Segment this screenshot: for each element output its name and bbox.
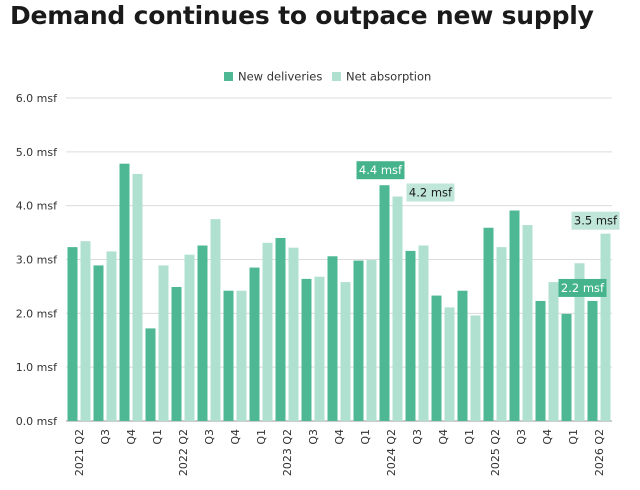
y-tick-label: 2.0 msf [16,307,58,320]
bar-new-deliveries [171,286,182,421]
bar-net-absorption [132,173,143,421]
x-tick-label: 2024 Q2 [385,429,398,476]
bar-net-absorption [470,315,481,421]
bar-net-absorption [574,263,585,421]
annotation-box [558,278,607,297]
legend-label: Net absorption [346,70,431,84]
y-tick-label: 4.0 msf [16,200,58,213]
x-tick-label: 2022 Q2 [177,429,190,476]
bar-net-absorption [496,247,507,421]
x-tick-label: Q4 [437,429,450,445]
bar-new-deliveries [587,300,598,421]
legend-label: New deliveries [238,70,322,84]
annotation-label: 4.4 msf [359,163,403,177]
bar-net-absorption [210,219,221,421]
x-tick-label: 2025 Q2 [489,429,502,476]
x-tick-label: Q1 [463,429,476,445]
x-tick-label: 2021 Q2 [73,429,86,476]
legend-swatch [332,72,341,81]
x-tick-label: Q1 [359,429,372,445]
bar-net-absorption [548,282,559,421]
annotation-box [356,161,405,180]
bar-new-deliveries [509,210,520,421]
y-tick-label: 6.0 msf [16,92,58,105]
bar-new-deliveries [561,313,572,421]
bar-new-deliveries [405,250,416,421]
bar-net-absorption [340,282,351,421]
x-tick-label: Q4 [125,429,138,445]
bar-new-deliveries [119,163,130,421]
x-tick-label: Q1 [255,429,268,445]
x-tick-label: Q1 [151,429,164,445]
bar-net-absorption [366,260,377,421]
bar-new-deliveries [379,185,390,421]
bar-new-deliveries [431,295,442,421]
bar-new-deliveries [67,247,78,421]
x-tick-label: Q4 [541,429,554,445]
x-tick-label: Q3 [307,429,320,445]
bar-net-absorption [522,225,533,421]
bar-net-absorption [314,276,325,421]
bar-new-deliveries [275,237,286,421]
bar-new-deliveries [483,227,494,421]
bar-net-absorption [288,247,299,421]
y-tick-label: 1.0 msf [16,361,58,374]
annotation-label: 2.2 msf [561,281,605,295]
bar-net-absorption [418,245,429,421]
y-tick-label: 0.0 msf [16,415,58,428]
y-tick-label: 5.0 msf [16,146,58,159]
x-tick-label: Q4 [229,429,242,445]
bar-net-absorption [262,242,273,421]
bar-new-deliveries [327,256,338,421]
y-tick-label: 3.0 msf [16,254,58,267]
x-tick-label: Q3 [411,429,424,445]
x-tick-label: Q1 [567,429,580,445]
bar-new-deliveries [457,290,468,421]
bar-net-absorption [392,196,403,421]
legend-swatch [224,72,233,81]
x-tick-label: Q3 [203,429,216,445]
bar-net-absorption [106,251,117,421]
annotation-label: 4.2 msf [409,186,453,200]
bar-net-absorption [236,290,247,421]
x-tick-label: Q4 [333,429,346,445]
chart-title: Demand continues to outpace new supply [10,1,594,30]
bar-net-absorption [600,233,611,421]
bar-net-absorption [184,254,195,421]
annotation-label: 3.5 msf [574,214,618,228]
x-tick-label: 2026 Q2 [593,429,606,476]
bar-new-deliveries [535,300,546,421]
x-tick-label: Q3 [515,429,528,445]
bar-new-deliveries [93,265,104,421]
bar-new-deliveries [223,290,234,421]
bar-new-deliveries [353,260,364,421]
bar-new-deliveries [145,328,156,421]
bar-net-absorption [158,265,169,421]
bar-new-deliveries [197,245,208,421]
bar-new-deliveries [249,267,260,421]
x-tick-label: Q3 [99,429,112,445]
x-tick-label: 2023 Q2 [281,429,294,476]
bar-net-absorption [444,307,455,421]
bar-new-deliveries [301,278,312,421]
annotation-box [571,211,620,230]
annotation-box [406,183,455,202]
bar-net-absorption [80,241,91,421]
